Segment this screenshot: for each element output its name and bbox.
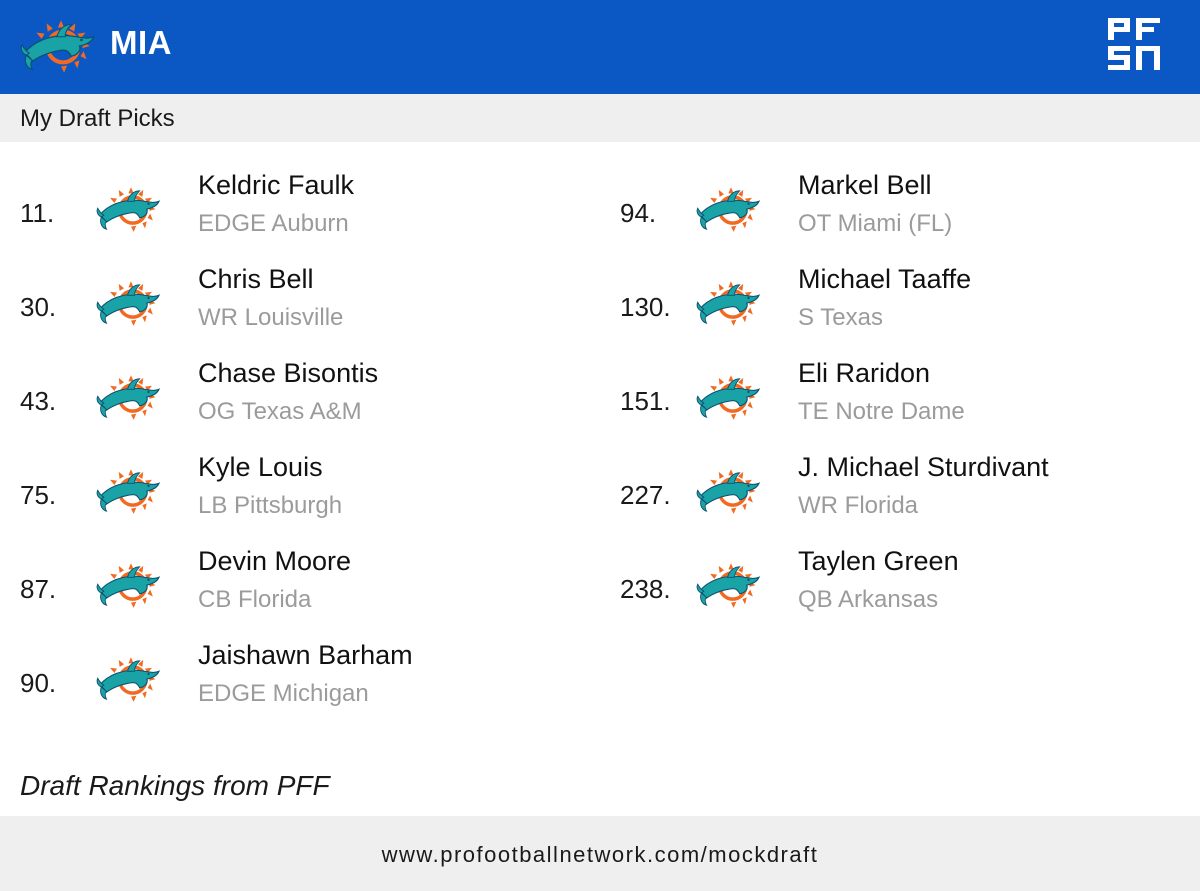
player-position-school: WR Florida (798, 492, 919, 519)
team-header: MIA (0, 0, 1200, 94)
player-position-school: WR Louisville (198, 304, 344, 331)
dolphins-logo-icon (96, 652, 166, 708)
dolphins-logo-icon (696, 182, 766, 238)
player-position-school: TE Notre Dame (798, 398, 965, 425)
pick-number: 11. (20, 198, 55, 228)
player-name: Keldric Faulk (198, 170, 355, 200)
player-name: Taylen Green (798, 546, 959, 576)
player-position-school: QB Arkansas (798, 586, 939, 613)
pick-item: 30. Chris Bell WR Louisville (20, 264, 580, 344)
dolphins-logo-icon (96, 464, 166, 520)
player-position-school: EDGE Michigan (198, 680, 369, 707)
pick-number: 90. (20, 668, 57, 698)
pick-number: 87. (20, 574, 57, 604)
pick-item: 43. Chase Bisontis OG Texas A&M (20, 358, 580, 438)
pick-number: 227. (620, 480, 671, 510)
player-name: Chase Bisontis (198, 358, 379, 388)
player-name: Jaishawn Barham (198, 640, 413, 670)
pick-item: 90. Jaishawn Barham EDGE Michigan (20, 640, 580, 720)
dolphins-logo-icon (696, 276, 766, 332)
dolphins-logo-icon (696, 464, 766, 520)
pick-number: 30. (20, 292, 57, 322)
player-name: Markel Bell (798, 170, 932, 200)
subheader: My Draft Picks (0, 94, 1200, 142)
player-name: Eli Raridon (798, 358, 931, 388)
player-name: Chris Bell (198, 264, 314, 294)
dolphins-logo-icon (696, 370, 766, 426)
player-name: Devin Moore (198, 546, 352, 576)
pick-item: 130. Michael Taaffe S Texas (620, 264, 1180, 344)
pfsn-logo-icon (1108, 18, 1160, 70)
dolphins-logo-icon (696, 558, 766, 614)
dolphins-logo-icon (96, 276, 166, 332)
player-position-school: S Texas (798, 304, 883, 331)
player-position-school: OG Texas A&M (198, 398, 362, 425)
pick-item: 87. Devin Moore CB Florida (20, 546, 580, 626)
pick-number: 151. (620, 386, 671, 416)
pick-item: 94. Markel Bell OT Miami (FL) (620, 170, 1180, 250)
source-note: Draft Rankings from PFF (20, 770, 330, 801)
player-name: J. Michael Sturdivant (798, 452, 1049, 482)
footer: www.profootballnetwork.com/mockdraft (0, 816, 1200, 891)
pick-item: 238. Taylen Green QB Arkansas (620, 546, 1180, 626)
pick-item: 151. Eli Raridon TE Notre Dame (620, 358, 1180, 438)
pick-number: 43. (20, 386, 57, 416)
pick-number: 238. (620, 574, 671, 604)
player-name: Michael Taaffe (798, 264, 972, 294)
pick-number: 94. (620, 198, 657, 228)
footer-url[interactable]: www.profootballnetwork.com/mockdraft (381, 842, 819, 867)
player-position-school: EDGE Auburn (198, 210, 349, 237)
dolphins-logo-icon (96, 558, 166, 614)
pick-number: 130. (620, 292, 671, 322)
draft-picks-list: 11. Keldric Faulk EDGE Auburn 30. Chris … (20, 170, 1180, 720)
player-position-school: OT Miami (FL) (798, 210, 953, 237)
pick-item: 75. Kyle Louis LB Pittsburgh (20, 452, 580, 532)
team-abbreviation: MIA (110, 24, 172, 61)
pick-item: 11. Keldric Faulk EDGE Auburn (20, 170, 580, 250)
dolphins-logo-icon (96, 370, 166, 426)
pick-number: 75. (20, 480, 57, 510)
player-name: Kyle Louis (198, 452, 323, 482)
dolphins-logo-icon (96, 182, 166, 238)
pick-item: 227. J. Michael Sturdivant WR Florida (620, 452, 1180, 532)
player-position-school: LB Pittsburgh (198, 492, 343, 519)
page-title: My Draft Picks (20, 105, 175, 132)
player-position-school: CB Florida (198, 586, 312, 613)
